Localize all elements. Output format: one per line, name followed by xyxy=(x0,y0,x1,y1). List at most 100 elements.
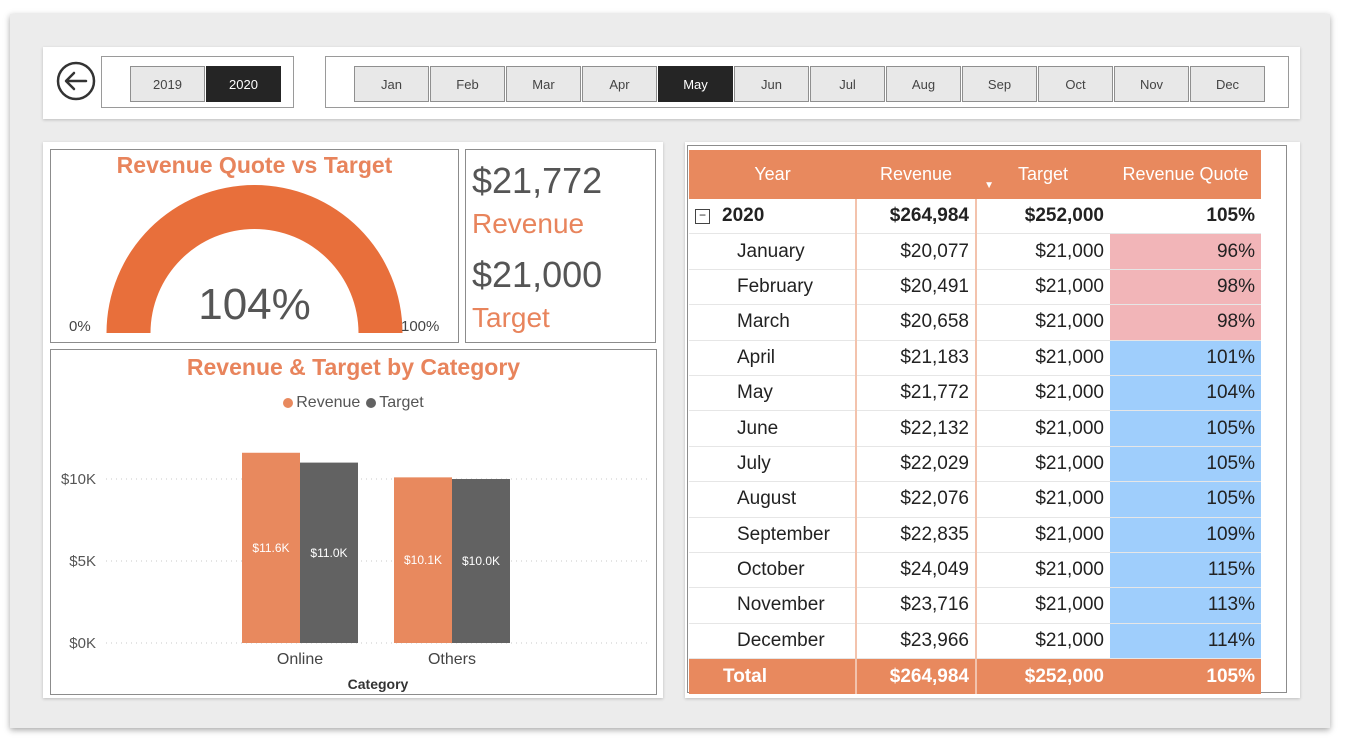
quote-cell: 101% xyxy=(1110,340,1261,376)
revenue-cell: $23,716 xyxy=(856,587,977,624)
chart-title: Revenue & Target by Category xyxy=(186,354,521,380)
gauge-min-label: 0% xyxy=(69,318,91,335)
table-row: January $20,077 $21,000 96% xyxy=(689,233,1261,270)
revenue-cell: $22,029 xyxy=(856,446,977,483)
chart-legend: Revenue Target xyxy=(51,394,656,412)
revenue-cell: $21,772 xyxy=(856,375,977,412)
quote-cell: 105% xyxy=(1110,446,1261,483)
sort-desc-icon[interactable]: ▼ xyxy=(984,180,994,191)
target-cell: $21,000 xyxy=(976,517,1110,553)
data-label: $11.0K xyxy=(310,546,347,560)
month-cell: June xyxy=(689,410,857,447)
quote-cell: 98% xyxy=(1110,269,1261,306)
month-cell: September xyxy=(689,517,857,553)
target-cell: $21,000 xyxy=(976,481,1110,518)
month-button-mar[interactable]: Mar xyxy=(506,66,581,102)
month-button-oct[interactable]: Oct xyxy=(1038,66,1113,102)
back-arrow-icon[interactable] xyxy=(56,61,96,101)
month-cell: March xyxy=(689,304,857,341)
gauge-arc xyxy=(106,185,403,333)
month-button-dec[interactable]: Dec xyxy=(1190,66,1265,102)
gauge-card: Revenue Quote vs Target 104% 0% 100% xyxy=(50,149,459,343)
col-header-quote[interactable]: Revenue Quote xyxy=(1110,150,1261,199)
year-target: $252,000 xyxy=(976,199,1110,235)
target-cell: $21,000 xyxy=(976,587,1110,624)
year-quote: 105% xyxy=(1110,199,1261,235)
y-tick-label: $5K xyxy=(69,553,96,570)
month-button-jan[interactable]: Jan xyxy=(354,66,429,102)
total-row: Total $264,984 $252,000 105% xyxy=(689,658,1261,695)
quote-cell: 105% xyxy=(1110,481,1261,518)
collapse-icon[interactable]: − xyxy=(695,208,710,224)
quote-cell: 105% xyxy=(1110,410,1261,447)
gauge-value: 104% xyxy=(198,280,311,329)
category-chart-card: Revenue & Target by Category Revenue Tar… xyxy=(50,349,657,695)
total-revenue: $264,984 xyxy=(856,658,977,695)
revenue-cell: $24,049 xyxy=(856,552,977,589)
month-button-aug[interactable]: Aug xyxy=(886,66,961,102)
target-cell: $21,000 xyxy=(976,233,1110,270)
legend-item-target[interactable]: Target xyxy=(366,394,424,412)
filter-bar: 2019 2020 Jan Feb Mar Apr May Jun Jul Aug Sep Oct N… xyxy=(43,47,1300,119)
legend-label-revenue: Revenue xyxy=(296,394,361,411)
table-row: March $20,658 $21,000 98% xyxy=(689,304,1261,341)
left-visuals-panel: Revenue Quote vs Target 104% 0% 100% $21… xyxy=(43,142,663,698)
target-cell: $21,000 xyxy=(976,410,1110,447)
legend-dot-revenue xyxy=(283,398,294,408)
col-header-year[interactable]: Year xyxy=(689,150,856,199)
table-row: November $23,716 $21,000 113% xyxy=(689,587,1261,624)
table-row: October $24,049 $21,000 115% xyxy=(689,552,1261,589)
right-table-panel: Year Revenue ▼ Target Revenue Quote −202… xyxy=(685,142,1300,698)
year-label: 2020 xyxy=(722,205,765,227)
legend-label-target: Target xyxy=(379,394,424,411)
year-button-2020[interactable]: 2020 xyxy=(206,66,281,102)
col-header-target[interactable]: Target xyxy=(976,150,1110,199)
bar-revenue-others xyxy=(394,477,452,643)
target-kpi-value: $21,000 xyxy=(472,254,603,295)
month-button-nov[interactable]: Nov xyxy=(1114,66,1189,102)
table-row: May $21,772 $21,000 104% xyxy=(689,375,1261,412)
year-cell: −2020 xyxy=(689,199,857,235)
quote-cell: 96% xyxy=(1110,233,1261,270)
month-cell: April xyxy=(689,340,857,376)
revenue-cell: $22,835 xyxy=(856,517,977,553)
kpi-card: $21,772 Revenue $21,000 Target xyxy=(465,149,656,343)
total-label: Total xyxy=(689,658,857,695)
month-cell: October xyxy=(689,552,857,589)
matrix-header-row: Year Revenue ▼ Target Revenue Quote xyxy=(689,150,1261,199)
month-button-jul[interactable]: Jul xyxy=(810,66,885,102)
month-button-apr[interactable]: Apr xyxy=(582,66,657,102)
gauge-max-label: 100% xyxy=(401,318,440,335)
month-slicer: Jan Feb Mar Apr May Jun Jul Aug Sep Oct Nov Dec xyxy=(325,56,1289,108)
table-row: July $22,029 $21,000 105% xyxy=(689,446,1261,483)
month-button-sep[interactable]: Sep xyxy=(962,66,1037,102)
month-cell: February xyxy=(689,269,857,306)
revenue-cell: $22,132 xyxy=(856,410,977,447)
month-button-feb[interactable]: Feb xyxy=(430,66,505,102)
year-button-2019[interactable]: 2019 xyxy=(130,66,205,102)
x-tick-label: Others xyxy=(428,651,476,668)
table-row: December $23,966 $21,000 114% xyxy=(689,623,1261,660)
bar-target-others xyxy=(452,479,510,643)
col-header-revenue[interactable]: Revenue ▼ xyxy=(856,150,994,199)
month-cell: May xyxy=(689,375,857,412)
gauge-fill xyxy=(106,185,403,333)
target-cell: $21,000 xyxy=(976,375,1110,412)
revenue-cell: $20,077 xyxy=(856,233,977,270)
revenue-cell: $21,183 xyxy=(856,340,977,376)
quote-cell: 104% xyxy=(1110,375,1261,412)
bar-target-online xyxy=(300,462,358,643)
month-button-jun[interactable]: Jun xyxy=(734,66,809,102)
table-row: June $22,132 $21,000 105% xyxy=(689,410,1261,447)
table-row: February $20,491 $21,000 98% xyxy=(689,269,1261,306)
legend-item-revenue[interactable]: Revenue xyxy=(283,394,360,412)
y-tick-label: $0K xyxy=(69,635,96,652)
target-kpi-label: Target xyxy=(472,302,550,333)
revenue-matrix: Year Revenue ▼ Target Revenue Quote −202… xyxy=(689,150,1261,695)
gauge-title: Revenue Quote vs Target xyxy=(116,152,393,178)
x-axis-title: Category xyxy=(348,676,409,692)
target-cell: $21,000 xyxy=(976,446,1110,483)
revenue-cell: $20,491 xyxy=(856,269,977,306)
month-button-may[interactable]: May xyxy=(658,66,733,102)
table-row: April $21,183 $21,000 101% xyxy=(689,340,1261,376)
